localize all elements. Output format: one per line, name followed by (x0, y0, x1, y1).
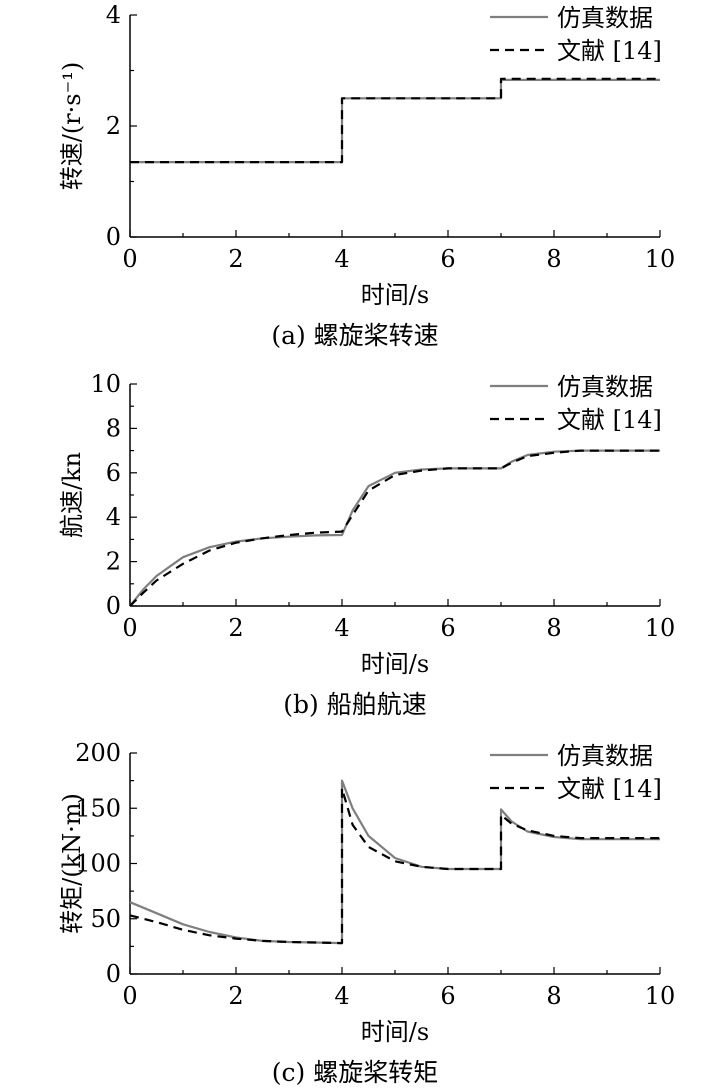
y-tick-label: 8 (106, 414, 121, 442)
x-tick-label: 10 (645, 614, 676, 642)
chart-caption: (b) 船舶航速 (283, 690, 426, 719)
series-line-2 (129, 787, 660, 945)
x-tick-label: 2 (228, 982, 243, 1010)
legend-label-1: 仿真数据 (557, 742, 653, 770)
y-tick-label: 0 (106, 223, 121, 251)
legend-label-2: 文献 [14] (557, 406, 662, 434)
series-line-1 (130, 78, 660, 164)
x-tick-label: 6 (440, 614, 455, 642)
y-axis-title: 航速/kn (58, 452, 86, 538)
x-tick-label: 2 (228, 245, 243, 273)
x-tick-label: 8 (546, 614, 561, 642)
chart-caption: (c) 螺旋桨转矩 (272, 1058, 438, 1087)
legend-label-1: 仿真数据 (557, 373, 653, 401)
chart-caption: (a) 螺旋桨转速 (271, 321, 438, 350)
x-tick-label: 6 (440, 245, 455, 273)
x-tick-label: 0 (122, 245, 137, 273)
x-tick-label: 10 (645, 245, 676, 273)
y-tick-label: 0 (106, 960, 121, 988)
x-tick-label: 4 (334, 982, 349, 1010)
y-tick-label: 10 (90, 370, 121, 398)
x-tick-label: 10 (645, 982, 676, 1010)
y-axis-title: 转速/(r·s⁻¹) (58, 62, 86, 191)
series-line-1 (129, 779, 660, 945)
y-tick-label: 0 (106, 592, 121, 620)
series-line-2 (130, 77, 660, 164)
y-tick-label: 200 (75, 739, 121, 767)
y-tick-label: 150 (75, 794, 121, 822)
x-tick-label: 8 (546, 245, 561, 273)
legend-label-2: 文献 [14] (557, 37, 662, 65)
y-axis-title: 转矩/(kN·m) (58, 793, 86, 934)
x-axis-title: 时间/s (361, 1018, 429, 1046)
x-tick-label: 4 (334, 614, 349, 642)
series-line-2 (129, 449, 660, 607)
x-tick-label: 2 (228, 614, 243, 642)
x-tick-label: 6 (440, 982, 455, 1010)
x-tick-label: 0 (122, 614, 137, 642)
x-axis-title: 时间/s (361, 281, 429, 309)
y-tick-label: 4 (106, 1, 121, 29)
y-tick-label: 2 (106, 112, 121, 140)
x-tick-label: 0 (122, 982, 137, 1010)
series-line-1 (129, 449, 660, 607)
y-tick-label: 2 (106, 548, 121, 576)
x-axis-title: 时间/s (361, 650, 429, 678)
y-tick-label: 50 (90, 905, 121, 933)
y-tick-label: 100 (75, 850, 121, 878)
x-tick-label: 4 (334, 245, 349, 273)
y-tick-label: 6 (106, 459, 121, 487)
legend-label-1: 仿真数据 (557, 4, 653, 32)
legend-label-2: 文献 [14] (557, 775, 662, 803)
y-tick-label: 4 (106, 503, 121, 531)
x-tick-label: 8 (546, 982, 561, 1010)
